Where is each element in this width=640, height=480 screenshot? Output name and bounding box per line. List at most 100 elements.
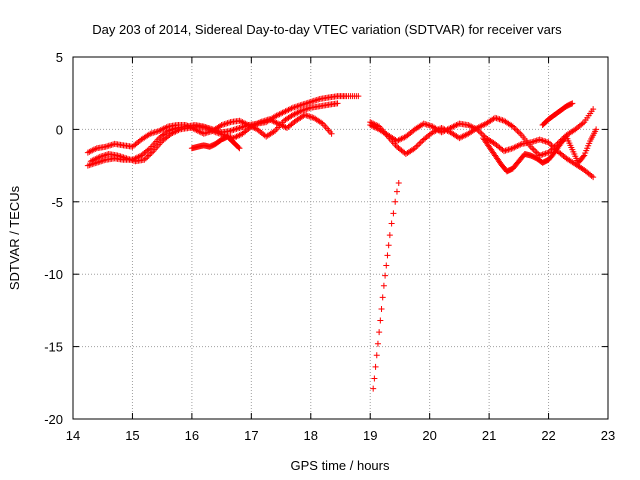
data-point-track-1 xyxy=(86,148,93,155)
data-point-track-1 xyxy=(276,111,283,118)
data-point-track-1 xyxy=(275,111,282,118)
data-point-track-3 xyxy=(328,130,335,137)
data-point-track-6 xyxy=(547,148,554,155)
data-point-track-6 xyxy=(443,127,450,134)
data-point-track-6 xyxy=(444,127,451,134)
y-tick-label: -5 xyxy=(51,195,63,210)
data-point-track-5 xyxy=(396,136,403,143)
data-point-track-6 xyxy=(414,142,421,149)
data-point-dropout xyxy=(378,305,385,312)
data-point-track-1 xyxy=(157,127,164,134)
data-point-track-3 xyxy=(144,153,151,160)
data-point-track-8 xyxy=(569,100,576,107)
data-point-track-3 xyxy=(236,132,243,139)
data-point-dropout xyxy=(371,375,378,382)
data-point-track-6 xyxy=(373,122,380,129)
data-point-track-3 xyxy=(205,125,212,132)
x-tick-label: 23 xyxy=(601,428,615,443)
data-point-track-5 xyxy=(468,123,475,130)
data-point-dropout xyxy=(392,198,399,205)
data-point-track-3 xyxy=(87,158,94,165)
data-point-track-3 xyxy=(141,156,148,163)
data-point-track-6 xyxy=(457,134,464,141)
data-point-track-1 xyxy=(160,125,167,132)
y-tick-label: 5 xyxy=(56,50,63,65)
data-point-dropout xyxy=(379,294,386,301)
data-point-track-6 xyxy=(431,128,438,135)
data-point-track-5 xyxy=(515,142,522,149)
data-point-track-5 xyxy=(509,145,516,152)
data-point-dropout xyxy=(374,340,381,347)
x-tick-label: 14 xyxy=(66,428,80,443)
data-point-track-1 xyxy=(197,129,204,136)
data-point-track-5 xyxy=(399,135,406,142)
data-point-track-1 xyxy=(236,117,243,124)
x-tick-label: 21 xyxy=(482,428,496,443)
data-point-track-5 xyxy=(395,137,402,144)
x-tick-label: 22 xyxy=(541,428,555,443)
data-point-track-3 xyxy=(279,122,286,129)
data-point-track-2 xyxy=(297,108,304,115)
data-point-track-3 xyxy=(233,133,240,140)
data-point-track-6 xyxy=(411,145,418,152)
data-point-track-6 xyxy=(432,127,439,134)
data-point-track-3 xyxy=(142,155,149,162)
data-point-track-2 xyxy=(295,109,302,116)
data-point-track-3 xyxy=(276,121,283,128)
data-point-track-2 xyxy=(270,128,277,135)
data-point-track-3 xyxy=(171,129,178,136)
data-point-track-2 xyxy=(294,109,301,116)
x-tick-label: 19 xyxy=(363,428,377,443)
data-point-track-5 xyxy=(398,135,405,142)
data-point-track-6 xyxy=(459,133,466,140)
data-point-track-6 xyxy=(477,123,484,130)
data-point-dropout xyxy=(388,220,395,227)
data-point-track-6 xyxy=(417,139,424,146)
data-point-track-3 xyxy=(175,127,182,134)
y-tick-label: -10 xyxy=(44,267,63,282)
data-point-track-1 xyxy=(355,93,362,100)
data-point-dropout xyxy=(377,317,384,324)
data-point-track-1 xyxy=(278,110,285,117)
data-point-track-6 xyxy=(371,121,378,128)
chart-title: Day 203 of 2014, Sidereal Day-to-day VTE… xyxy=(92,22,562,37)
data-point-track-6 xyxy=(529,145,536,152)
data-point-track-5 xyxy=(478,130,485,137)
data-point-track-3 xyxy=(275,120,282,127)
y-axis-label: SDTVAR / TECUs xyxy=(7,185,22,290)
data-point-track-6 xyxy=(512,126,519,133)
data-point-track-3 xyxy=(266,116,273,123)
data-point-track-5 xyxy=(512,143,519,150)
y-tick-label: -15 xyxy=(44,340,63,355)
data-point-track-3 xyxy=(234,132,241,139)
data-point-track-1 xyxy=(284,107,290,114)
data-point-track-6 xyxy=(438,124,445,131)
data-point-track-6 xyxy=(413,143,420,150)
data-point-track-3 xyxy=(203,124,210,131)
data-point-track-6 xyxy=(434,127,441,134)
data-point-track-3 xyxy=(209,127,216,134)
data-point-track-1 xyxy=(288,105,295,112)
data-point-dropout xyxy=(382,272,389,279)
data-point-track-3 xyxy=(90,156,97,163)
data-point-track-6 xyxy=(509,123,516,130)
data-point-track-1 xyxy=(159,126,166,133)
data-point-track-6 xyxy=(511,124,518,131)
data-point-track-6 xyxy=(478,122,485,129)
data-point-track-3 xyxy=(231,134,238,141)
data-point-track-6 xyxy=(517,130,524,137)
data-point-track-3 xyxy=(148,149,155,156)
data-point-dropout xyxy=(395,179,402,186)
data-point-track-4 xyxy=(236,145,243,152)
data-point-track-6 xyxy=(368,119,375,126)
data-point-track-3 xyxy=(147,151,154,158)
x-tick-label: 20 xyxy=(422,428,436,443)
data-point-track-6 xyxy=(370,120,377,127)
data-point-track-3 xyxy=(172,128,179,135)
data-point-track-1 xyxy=(162,124,169,131)
data-point-track-3 xyxy=(267,116,274,123)
data-point-track-5 xyxy=(545,139,552,146)
data-point-track-3 xyxy=(273,119,280,126)
data-point-track-3 xyxy=(206,126,213,133)
